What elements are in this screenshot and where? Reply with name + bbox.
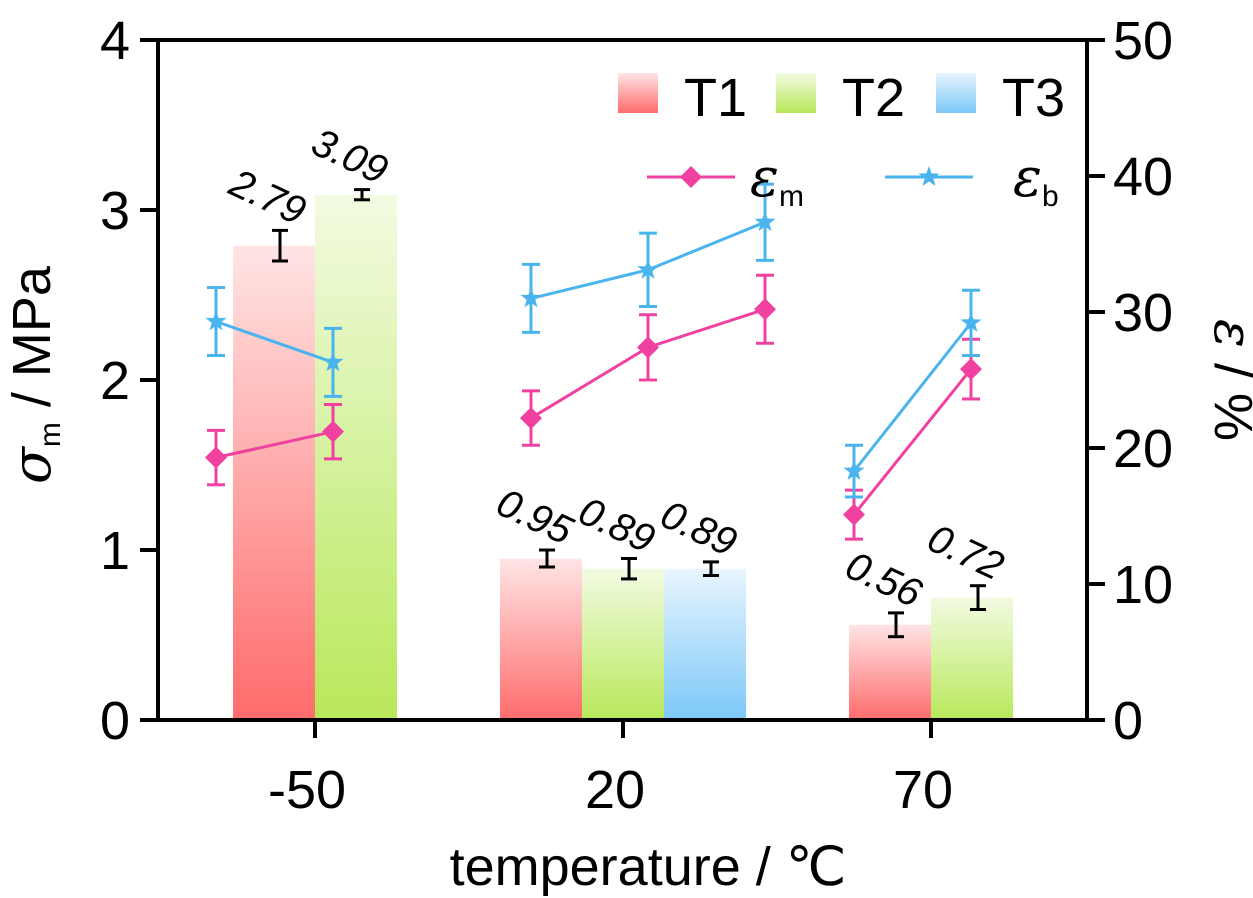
- diamond-marker: [960, 358, 982, 381]
- y-right-tick-label: 20: [1113, 419, 1173, 479]
- star-marker: [960, 311, 982, 332]
- legend: T1 T2 T3 εm εb: [618, 68, 1065, 213]
- y-right-tick-label: 40: [1113, 147, 1173, 207]
- diamond-marker: [637, 336, 659, 359]
- x-tick-label: 20: [585, 760, 645, 820]
- y-left-tick-label: 1: [100, 521, 130, 581]
- line-series-layer: [205, 182, 982, 541]
- legend-swatch-t1: [618, 73, 658, 113]
- bar-error-bars: [272, 188, 986, 639]
- y-left-tick-label: 4: [100, 11, 130, 71]
- y-left-tick-label: 3: [100, 181, 130, 241]
- legend-label-t2: T2: [842, 68, 905, 128]
- star-marker: [918, 166, 940, 186]
- y-right-tick-label: 30: [1113, 283, 1173, 343]
- legend-label-t1: T1: [684, 68, 747, 128]
- bar-t2--50: [315, 194, 397, 720]
- y-right-axis-title: ε / %: [1202, 319, 1253, 441]
- bar-t2-20: [582, 568, 664, 720]
- bar-value-label: 0.56: [839, 543, 929, 616]
- bar-value-label: 0.89: [572, 489, 661, 562]
- series-line: [215, 430, 334, 459]
- series-line: [852, 321, 973, 473]
- star-marker: [205, 310, 227, 331]
- diamond-marker: [680, 166, 702, 188]
- y-left-tick-label: 2: [100, 351, 130, 411]
- legend-swatch-t2: [776, 73, 816, 113]
- bar-t1--50: [233, 245, 315, 720]
- diamond-marker: [843, 503, 865, 526]
- y-right-tick-label: 0: [1113, 691, 1143, 751]
- diamond-marker: [520, 407, 542, 430]
- bar-value-label: 3.09: [305, 120, 394, 193]
- bar-t1-20: [500, 558, 582, 720]
- bar-value-label: 2.79: [222, 160, 312, 233]
- y-right-tick-label: 50: [1113, 11, 1173, 71]
- line-series-εb: [205, 182, 982, 499]
- x-axis-title: temperature / ℃: [450, 837, 847, 897]
- legend-label-epsilon-b: εb: [1013, 146, 1059, 213]
- diamond-marker: [754, 298, 776, 321]
- star-marker: [843, 460, 865, 480]
- diamond-marker: [205, 446, 227, 469]
- star-marker: [637, 258, 659, 279]
- series-line: [852, 368, 973, 516]
- bar-value-label: 0.95: [490, 481, 580, 554]
- diamond-marker: [322, 420, 344, 443]
- star-marker: [520, 287, 542, 308]
- x-tick-label: -50: [268, 760, 346, 820]
- bar-t3-20: [664, 568, 746, 720]
- bar-value-label: 0.89: [654, 492, 743, 565]
- star-marker: [322, 351, 344, 372]
- bars-layer: [233, 194, 1013, 720]
- bar-value-label: 0.72: [921, 516, 1010, 589]
- bar-t1-70: [849, 624, 931, 720]
- legend-swatch-t3: [936, 73, 976, 113]
- y-right-tick-label: 10: [1113, 555, 1173, 615]
- legend-label-epsilon-m: εm: [750, 146, 804, 213]
- legend-label-t3: T3: [1002, 68, 1065, 128]
- x-tick-label: 70: [893, 760, 953, 820]
- y-left-axis-title: σm / MPa: [0, 265, 67, 484]
- y-left-tick-label: 0: [100, 691, 130, 751]
- star-marker: [754, 211, 776, 232]
- series-line: [215, 320, 334, 364]
- bar-t2-70: [931, 597, 1013, 720]
